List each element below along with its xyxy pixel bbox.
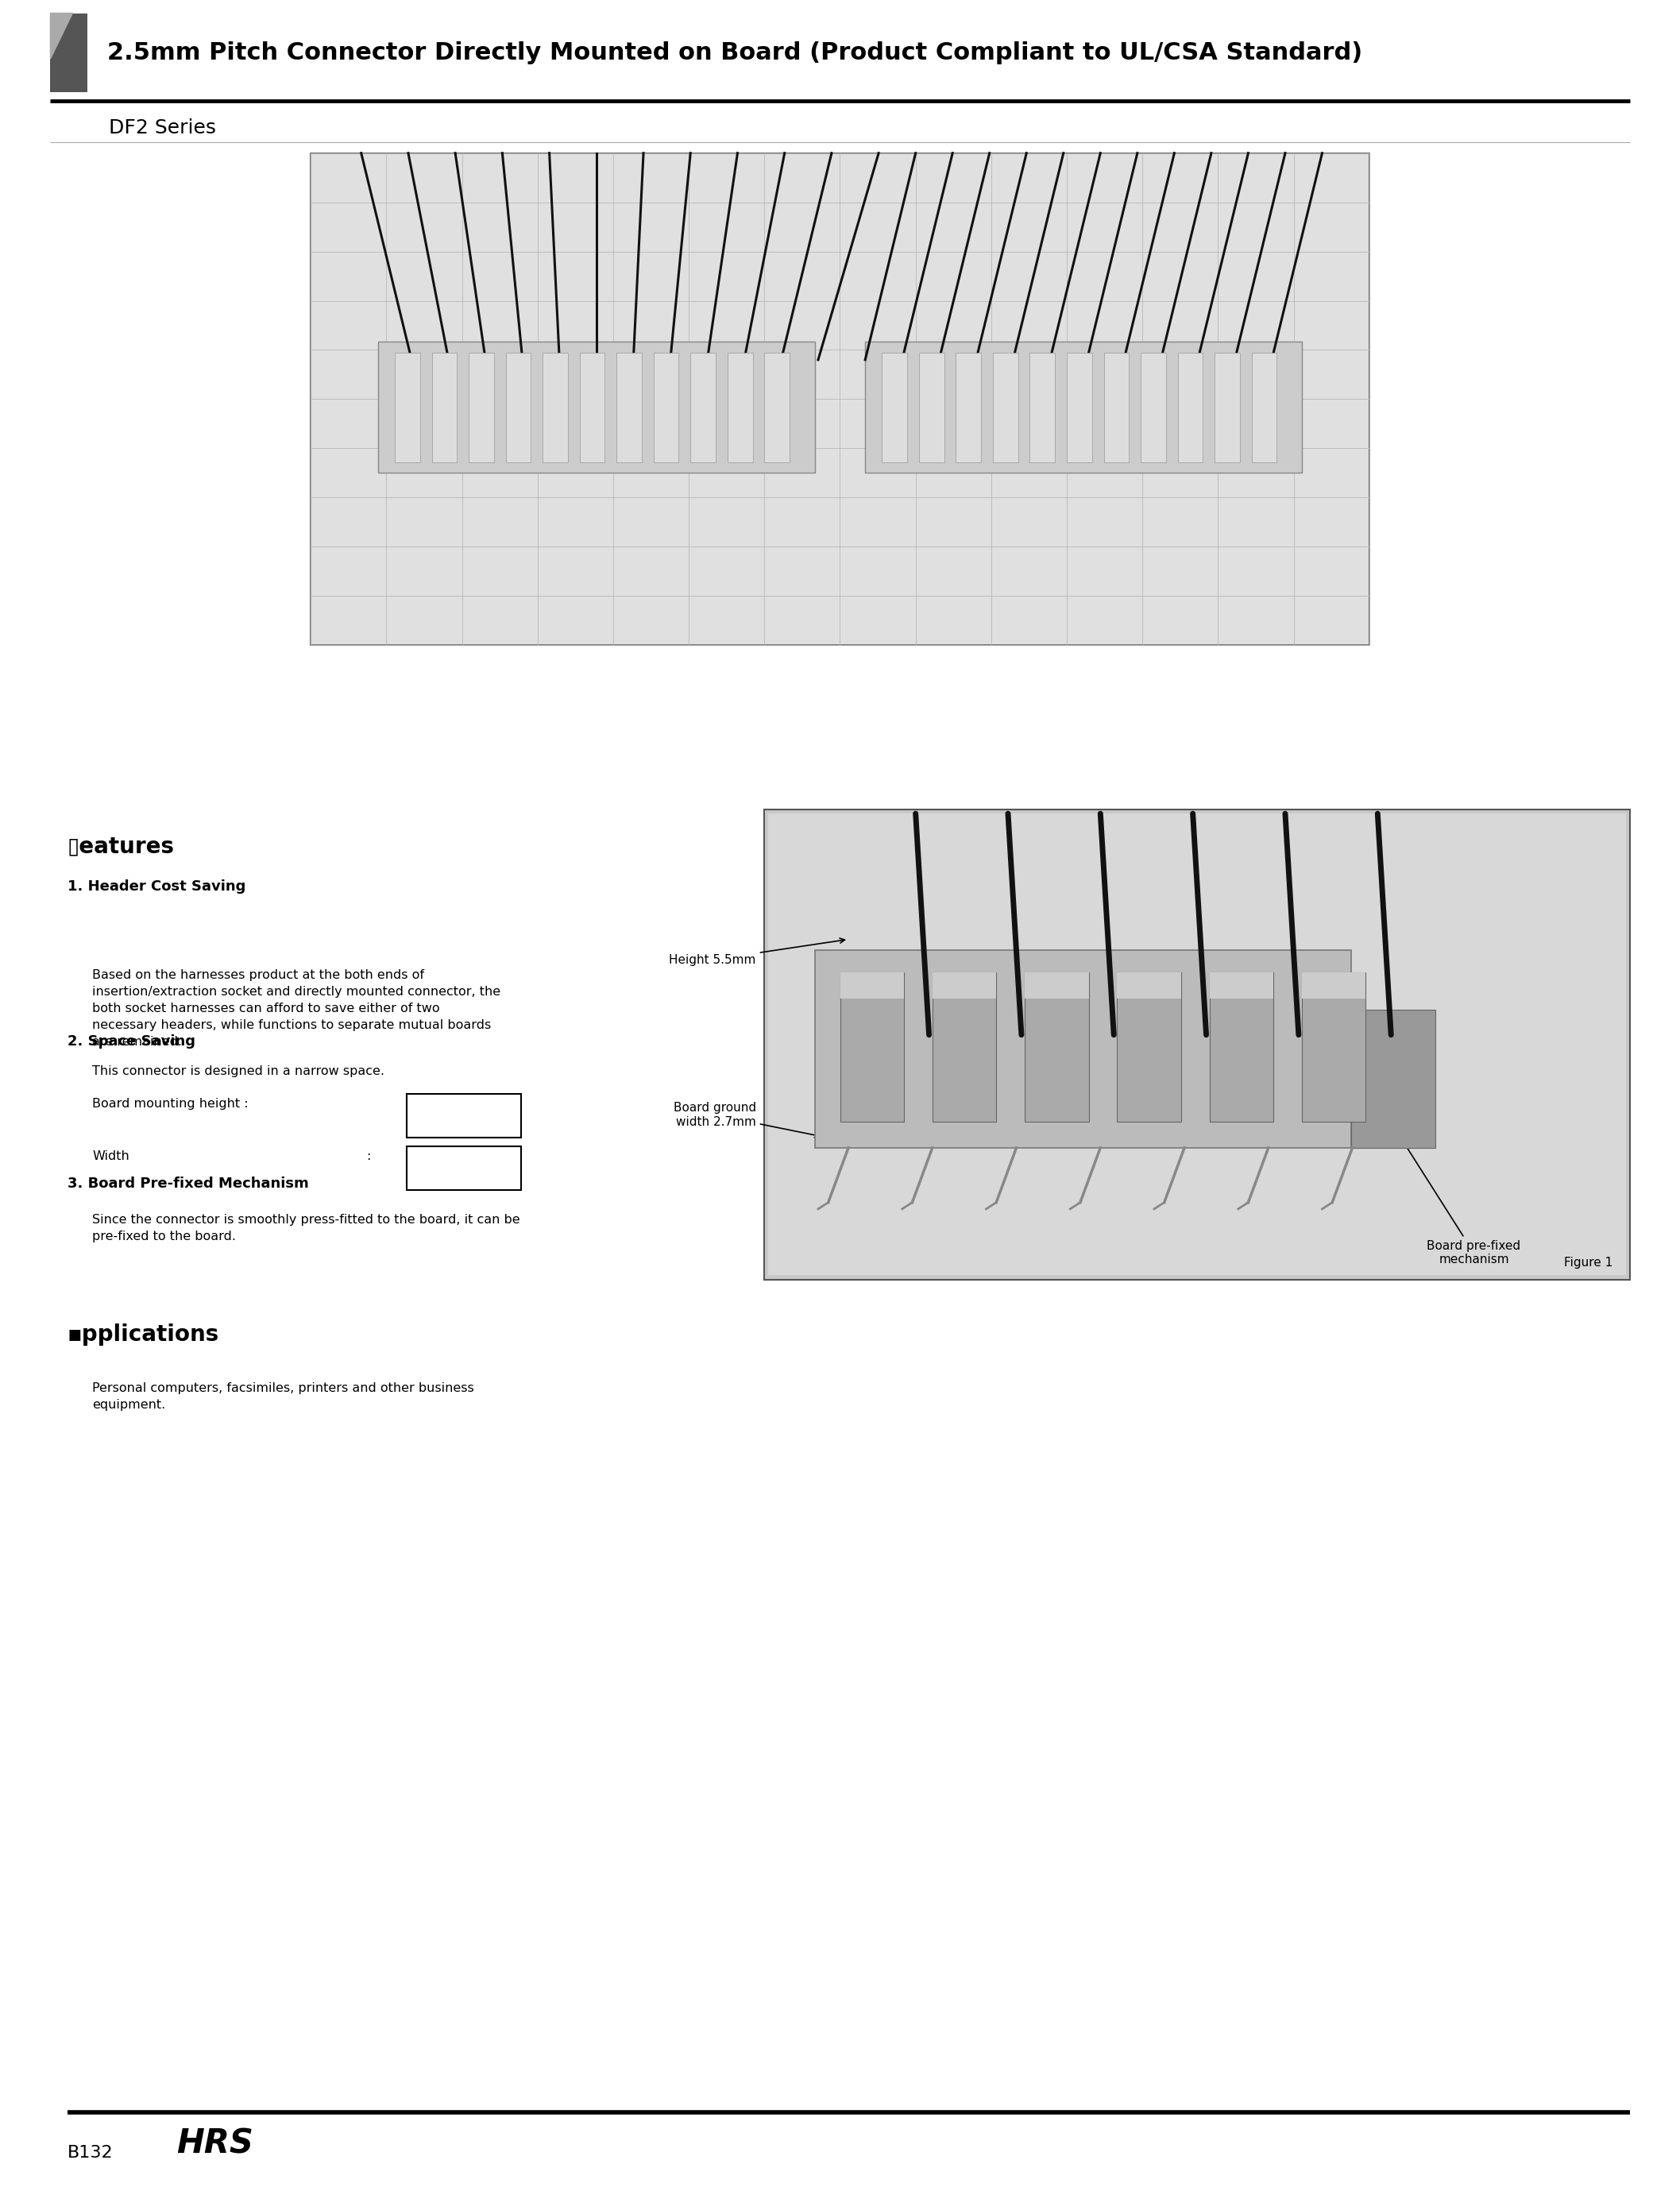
Text: :: :: [366, 1150, 371, 1161]
Text: HRS: HRS: [176, 2128, 254, 2161]
Text: Since the connector is smoothly press-fitted to the board, it can be
pre-fixed t: Since the connector is smoothly press-fi…: [92, 1214, 521, 1242]
Bar: [993, 352, 1018, 461]
Text: ▯eatures: ▯eatures: [67, 835, 175, 857]
Bar: [764, 809, 1630, 1279]
Bar: [311, 153, 1369, 645]
Text: Based on the harnesses product at the both ends of
insertion/extraction socket a: Based on the harnesses product at the bo…: [92, 969, 501, 1048]
Bar: [1252, 352, 1277, 461]
Bar: [956, 352, 981, 461]
Bar: [432, 352, 457, 461]
Text: DF2 Series: DF2 Series: [109, 118, 217, 138]
Bar: [50, 13, 87, 92]
Bar: [882, 352, 907, 461]
Bar: [919, 352, 944, 461]
Bar: [469, 352, 494, 461]
Bar: [1302, 971, 1366, 997]
Bar: [1104, 352, 1129, 461]
Text: Width: Width: [92, 1150, 129, 1161]
Text: Height 5.5mm: Height 5.5mm: [669, 938, 845, 967]
Bar: [1210, 971, 1273, 1122]
Bar: [932, 971, 996, 997]
Bar: [407, 1146, 521, 1190]
Bar: [1117, 971, 1181, 997]
Bar: [543, 352, 568, 461]
Text: This connector is designed in a narrow space.: This connector is designed in a narrow s…: [92, 1065, 385, 1076]
Bar: [378, 341, 815, 472]
Bar: [407, 1094, 521, 1137]
Bar: [580, 352, 605, 461]
Text: 2.5mm Pitch Connector Directly Mounted on Board (Product Compliant to UL/CSA Sta: 2.5mm Pitch Connector Directly Mounted o…: [108, 42, 1362, 63]
Bar: [617, 352, 642, 461]
Bar: [865, 341, 1302, 472]
Bar: [1141, 352, 1166, 461]
Bar: [1030, 352, 1055, 461]
Text: 1. Header Cost Saving: 1. Header Cost Saving: [67, 879, 245, 894]
Bar: [768, 814, 1626, 1275]
Text: ▪pplications: ▪pplications: [67, 1323, 218, 1345]
Bar: [1025, 971, 1089, 1122]
Text: 2. Space Saving: 2. Space Saving: [67, 1034, 195, 1050]
Text: Board mounting height :: Board mounting height :: [92, 1098, 249, 1109]
Bar: [506, 352, 531, 461]
Bar: [840, 971, 904, 1122]
Bar: [690, 352, 716, 461]
Text: B132: B132: [67, 2145, 113, 2161]
Bar: [1215, 352, 1240, 461]
Text: 4.0mm: 4.0mm: [438, 1161, 489, 1174]
Bar: [1178, 352, 1203, 461]
Bar: [815, 949, 1351, 1148]
Text: 3. Board Pre-fixed Mechanism: 3. Board Pre-fixed Mechanism: [67, 1177, 309, 1192]
Polygon shape: [50, 13, 72, 59]
Text: 5.5mm: 5.5mm: [438, 1109, 489, 1122]
Bar: [932, 971, 996, 1122]
Text: Personal computers, facsimiles, printers and other business
equipment.: Personal computers, facsimiles, printers…: [92, 1382, 474, 1411]
Text: Board ground
width 2.7mm: Board ground width 2.7mm: [674, 1102, 820, 1137]
Bar: [1067, 352, 1092, 461]
Bar: [1210, 971, 1273, 997]
Bar: [1351, 1010, 1435, 1148]
Bar: [840, 971, 904, 997]
Bar: [654, 352, 679, 461]
Bar: [395, 352, 420, 461]
Bar: [764, 352, 790, 461]
Text: Figure 1: Figure 1: [1564, 1258, 1613, 1268]
Text: Board pre-fixed
mechanism: Board pre-fixed mechanism: [1394, 1128, 1520, 1266]
Bar: [727, 352, 753, 461]
Bar: [1302, 971, 1366, 1122]
Bar: [1117, 971, 1181, 1122]
Bar: [1025, 971, 1089, 997]
